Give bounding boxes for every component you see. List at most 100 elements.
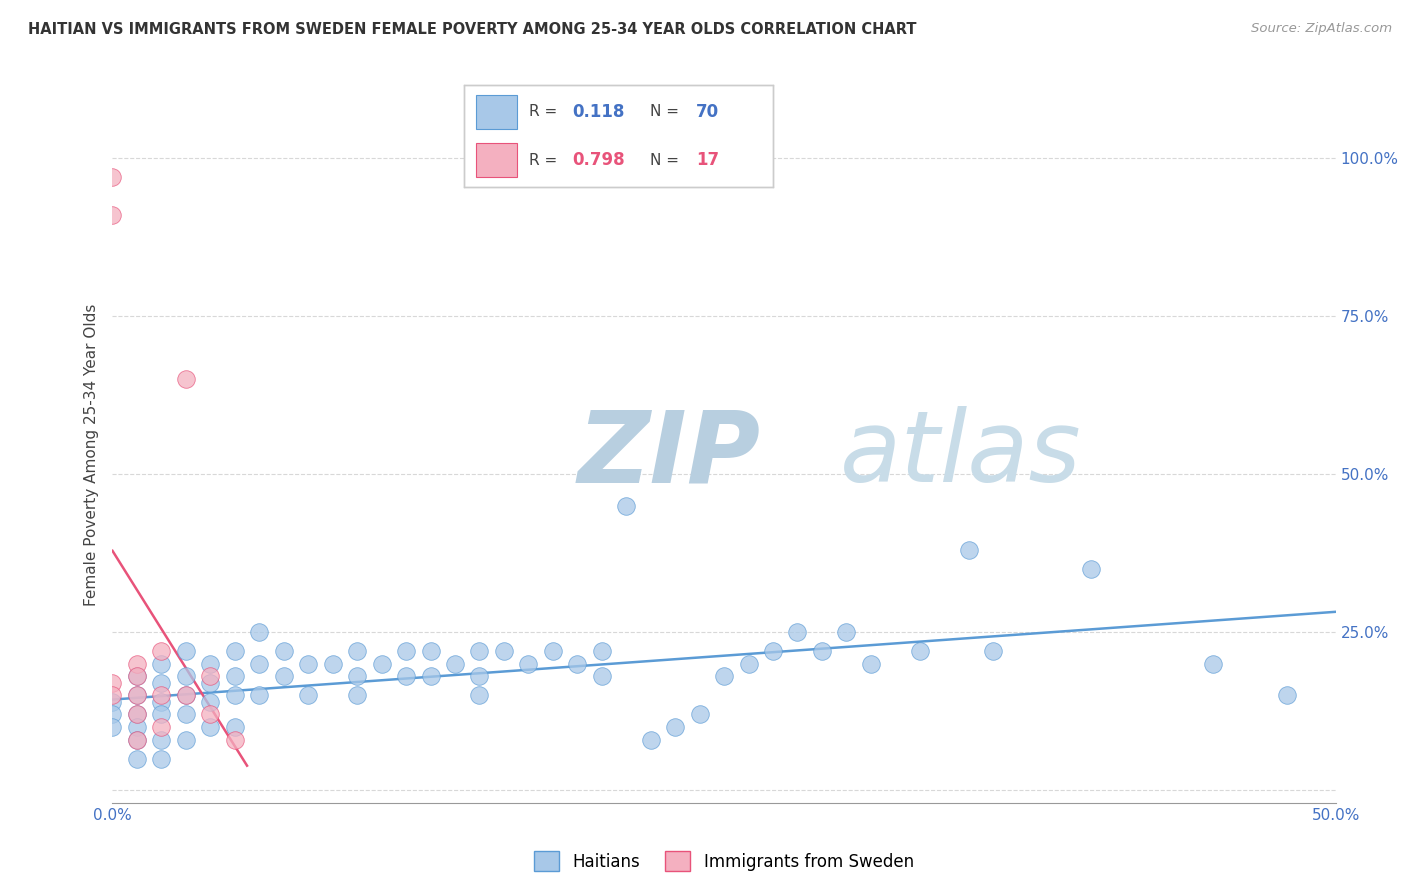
Point: [125, 732, 148, 747]
Point: [786, 625, 808, 640]
Point: [370, 657, 392, 671]
Point: [273, 669, 295, 683]
Text: ZIP: ZIP: [578, 407, 761, 503]
Point: [150, 644, 173, 658]
Point: [517, 657, 540, 671]
Point: [174, 644, 197, 658]
Point: [125, 669, 148, 683]
Point: [346, 669, 368, 683]
Point: [713, 669, 735, 683]
Point: [174, 669, 197, 683]
Text: 0.798: 0.798: [572, 151, 624, 169]
Point: [567, 657, 589, 671]
Point: [859, 657, 882, 671]
Point: [200, 707, 222, 722]
Point: [247, 688, 270, 702]
Point: [125, 688, 148, 702]
Point: [395, 644, 418, 658]
Point: [640, 732, 662, 747]
Text: Source: ZipAtlas.com: Source: ZipAtlas.com: [1251, 22, 1392, 36]
Point: [468, 644, 491, 658]
Point: [591, 669, 613, 683]
Point: [492, 644, 515, 658]
Point: [150, 675, 173, 690]
Text: R =: R =: [529, 104, 562, 120]
Point: [419, 669, 441, 683]
Point: [150, 720, 173, 734]
Point: [174, 707, 197, 722]
Point: [541, 644, 564, 658]
Point: [224, 688, 246, 702]
Point: [125, 657, 148, 671]
Point: [322, 657, 344, 671]
Point: [101, 688, 124, 702]
Point: [174, 732, 197, 747]
Point: [101, 169, 124, 184]
Point: [174, 372, 197, 386]
Point: [395, 669, 418, 683]
Point: [273, 644, 295, 658]
Point: [101, 707, 124, 722]
Point: [200, 657, 222, 671]
Point: [224, 669, 246, 683]
Point: [125, 688, 148, 702]
Point: [150, 751, 173, 765]
Text: 17: 17: [696, 151, 718, 169]
Point: [835, 625, 858, 640]
Point: [981, 644, 1004, 658]
Point: [200, 669, 222, 683]
Point: [346, 644, 368, 658]
Point: [150, 657, 173, 671]
Point: [200, 720, 222, 734]
Point: [908, 644, 931, 658]
Point: [444, 657, 467, 671]
Point: [591, 644, 613, 658]
Point: [1275, 688, 1298, 702]
Point: [762, 644, 785, 658]
Point: [101, 208, 124, 222]
Point: [468, 688, 491, 702]
Point: [101, 720, 124, 734]
Text: R =: R =: [529, 153, 562, 168]
FancyBboxPatch shape: [477, 144, 516, 177]
Point: [200, 675, 222, 690]
Point: [150, 732, 173, 747]
Text: HAITIAN VS IMMIGRANTS FROM SWEDEN FEMALE POVERTY AMONG 25-34 YEAR OLDS CORRELATI: HAITIAN VS IMMIGRANTS FROM SWEDEN FEMALE…: [28, 22, 917, 37]
Point: [468, 669, 491, 683]
Point: [200, 695, 222, 709]
Point: [125, 732, 148, 747]
Point: [224, 644, 246, 658]
Text: N =: N =: [650, 153, 683, 168]
Point: [614, 499, 637, 513]
Legend: Haitians, Immigrants from Sweden: Haitians, Immigrants from Sweden: [527, 845, 921, 878]
Point: [174, 688, 197, 702]
Text: 0.118: 0.118: [572, 103, 624, 121]
Point: [150, 688, 173, 702]
Point: [150, 695, 173, 709]
Point: [125, 751, 148, 765]
Point: [125, 707, 148, 722]
Text: atlas: atlas: [841, 407, 1083, 503]
Point: [737, 657, 759, 671]
Point: [1202, 657, 1225, 671]
Point: [224, 732, 246, 747]
Point: [664, 720, 686, 734]
Point: [174, 688, 197, 702]
Text: 70: 70: [696, 103, 718, 121]
Point: [419, 644, 441, 658]
Point: [101, 675, 124, 690]
Point: [247, 625, 270, 640]
Point: [125, 669, 148, 683]
Point: [224, 720, 246, 734]
Point: [811, 644, 834, 658]
FancyBboxPatch shape: [477, 95, 516, 128]
Point: [346, 688, 368, 702]
Point: [957, 542, 980, 557]
Y-axis label: Female Poverty Among 25-34 Year Olds: Female Poverty Among 25-34 Year Olds: [83, 304, 98, 606]
Point: [125, 720, 148, 734]
Point: [297, 688, 319, 702]
Point: [689, 707, 711, 722]
Text: N =: N =: [650, 104, 683, 120]
Point: [247, 657, 270, 671]
Point: [297, 657, 319, 671]
